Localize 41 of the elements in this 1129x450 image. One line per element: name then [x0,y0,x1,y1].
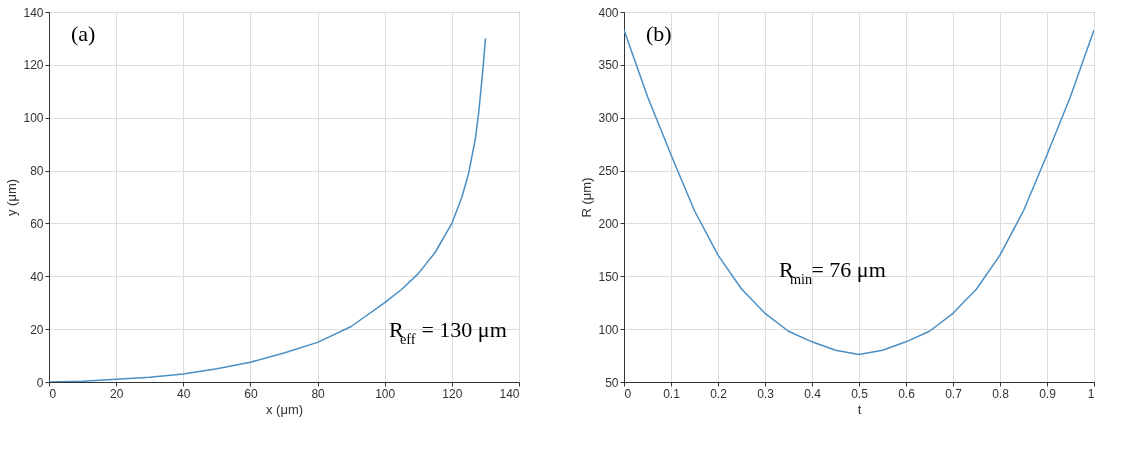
x-tick-label: 0.8 [992,386,1010,401]
x-tick-label: 100 [375,386,396,401]
x-tick-label: 1 [1087,386,1095,401]
y-tick-label: 100 [23,111,44,126]
x-tick-label: 0.5 [851,386,869,401]
y-tick-label: 100 [598,322,619,337]
chart-title: (b) [646,21,672,46]
x-tick-label: 80 [311,386,326,401]
y-tick-label: 20 [30,322,44,337]
y-tick-label: 150 [598,269,619,284]
x-tick-label: 0.7 [945,386,963,401]
y-tick-label: 120 [23,58,44,73]
y-axis-title: y (μm) [4,178,20,217]
x-axis-title: x (μm) [265,401,304,417]
y-tick-label: 200 [598,216,619,231]
x-tick-label: 0.4 [804,386,822,401]
x-tick-label: 0.9 [1039,386,1057,401]
x-tick-label: 0 [49,386,57,401]
x-tick-label: 140 [499,386,520,401]
x-tick-label: 0 [624,386,632,401]
y-tick-label: 40 [30,269,44,284]
x-tick-label: 0.6 [898,386,916,401]
x-tick-label: 0.3 [757,386,775,401]
y-tick-label: 50 [605,375,619,390]
x-tick-label: 20 [109,386,124,401]
x-tick-label: 40 [177,386,191,401]
x-tick-label: 120 [442,386,463,401]
chart-title: (a) [71,21,96,46]
x-tick-label: 0.2 [710,386,728,401]
x-tick-label: 60 [244,386,258,401]
y-tick-label: 400 [598,5,619,20]
y-tick-label: 250 [598,164,619,179]
x-tick-label: 0.1 [663,386,681,401]
x-axis-title: t [857,401,862,417]
y-tick-label: 300 [598,111,619,126]
y-tick-label: 350 [598,58,619,73]
y-axis-title: R (μm) [579,177,595,218]
y-tick-label: 0 [36,375,44,390]
y-tick-label: 80 [30,164,44,179]
y-tick-label: 140 [23,5,44,20]
y-tick-label: 60 [30,216,44,231]
